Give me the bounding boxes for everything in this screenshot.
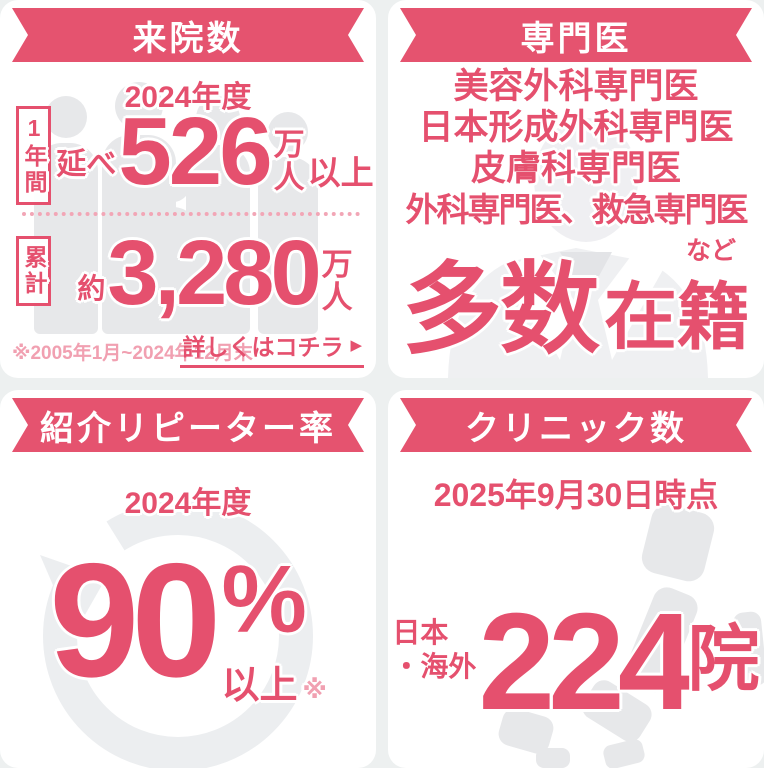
unit-nin: 人 <box>321 280 353 316</box>
repeat-rate-year-label: 2024年度 <box>124 487 252 520</box>
specialist-line: 皮膚科専門医 <box>470 149 681 188</box>
visits-year-label: 2024年度 <box>124 81 252 114</box>
visits-annual-number: 526 <box>118 98 272 205</box>
specialist-list: 美容外科専門医 日本形成外科専門医 皮膚科専門医 外科専門医、救急専門医 <box>388 66 764 230</box>
person-icon <box>196 96 240 140</box>
person-icon <box>115 82 163 130</box>
card-specialists: 専門医 美容外科専門医 日本形成外科専門医 皮膚科専門医 外科専門医、救急専門医… <box>388 0 764 378</box>
percent-sign: % <box>221 546 307 653</box>
ribbon-repeat-rate: 紹介リピーター率 <box>12 398 364 452</box>
ribbon-visits: 来院数 <box>12 8 364 62</box>
ribbon-visits-label: 来院数 <box>132 19 244 58</box>
visits-annual-figure: 延べ 526 万 人 以上 <box>56 98 374 205</box>
details-arrow-icon: ▶ <box>350 337 362 354</box>
refresh-arrow-icon <box>40 501 313 768</box>
visits-total-number: 3,280 <box>107 222 321 324</box>
details-link-label: 詳しくはコチラ <box>182 334 344 360</box>
ribbon-specialists: 専門医 <box>400 8 752 62</box>
clinics-figure: 日本 ・海外 224 院 <box>390 584 762 739</box>
card-clinics: クリニック数 2025年9月30日時点 日本 ・海外 224 院 <box>388 390 764 768</box>
card-visits: 来院数 2024年度 1年間 延べ 526 万 人 以上 累計 約 3,280 <box>0 0 376 378</box>
clinics-region-line2: ・海外 <box>392 651 477 682</box>
ribbon-clinics-label: クリニック数 <box>465 409 687 448</box>
repeat-rate-figure: 90 % 以上 ※ <box>0 530 376 711</box>
clinics-date-label: 2025年9月30日時点 <box>433 477 719 513</box>
person-icon <box>45 96 87 138</box>
repeat-rate-note-mark: ※ <box>302 676 327 705</box>
visits-total-figure: 約 3,280 万 人 <box>56 222 374 324</box>
person-icon <box>268 112 308 152</box>
clinics-region-line1: 日本 <box>392 617 449 648</box>
repeat-rate-number: 90 <box>49 530 221 711</box>
visits-annual-prefix: 延べ <box>56 148 117 182</box>
specialist-line: 外科専門医、救急専門医 <box>405 191 749 228</box>
unit-man: 万 <box>321 247 353 283</box>
ribbon-repeat-rate-label: 紹介リピーター率 <box>40 409 336 448</box>
specialists-etc-label: など <box>685 237 736 265</box>
card-repeat-rate: 紹介リピーター率 2024年度 90 % 以上 ※ <box>0 390 376 768</box>
person-icon <box>156 168 190 202</box>
specialists-headline-main: 多数 <box>402 254 600 366</box>
specialist-line: 美容外科専門医 <box>453 67 699 106</box>
details-link[interactable]: 詳しくはコチラ ▶ <box>180 328 364 368</box>
specialists-headline-sub: 在籍 <box>604 277 750 358</box>
repeat-rate-suffix: 以上 <box>221 665 298 708</box>
clinics-unit: 院 <box>687 620 760 700</box>
doctor-silhouette <box>448 118 708 378</box>
visits-total-box: 累計 <box>16 236 51 306</box>
visits-footnote: ※2005年1月~2024年12月末 <box>12 343 253 364</box>
unit-nin: 人 <box>273 160 305 196</box>
clinics-number: 224 <box>478 584 694 739</box>
dotted-divider <box>22 212 360 216</box>
visits-period-box: 1年間 <box>16 106 51 205</box>
specialists-headline: 多数 在籍 <box>388 254 764 366</box>
unit-man: 万 <box>273 127 305 163</box>
specialist-line: 日本形成外科専門医 <box>418 108 734 147</box>
visits-annual-suffix: 以上 <box>307 154 374 192</box>
ribbon-specialists-label: 専門医 <box>520 19 632 58</box>
visits-total-prefix: 約 <box>77 273 106 305</box>
ribbon-clinics: クリニック数 <box>400 398 752 452</box>
